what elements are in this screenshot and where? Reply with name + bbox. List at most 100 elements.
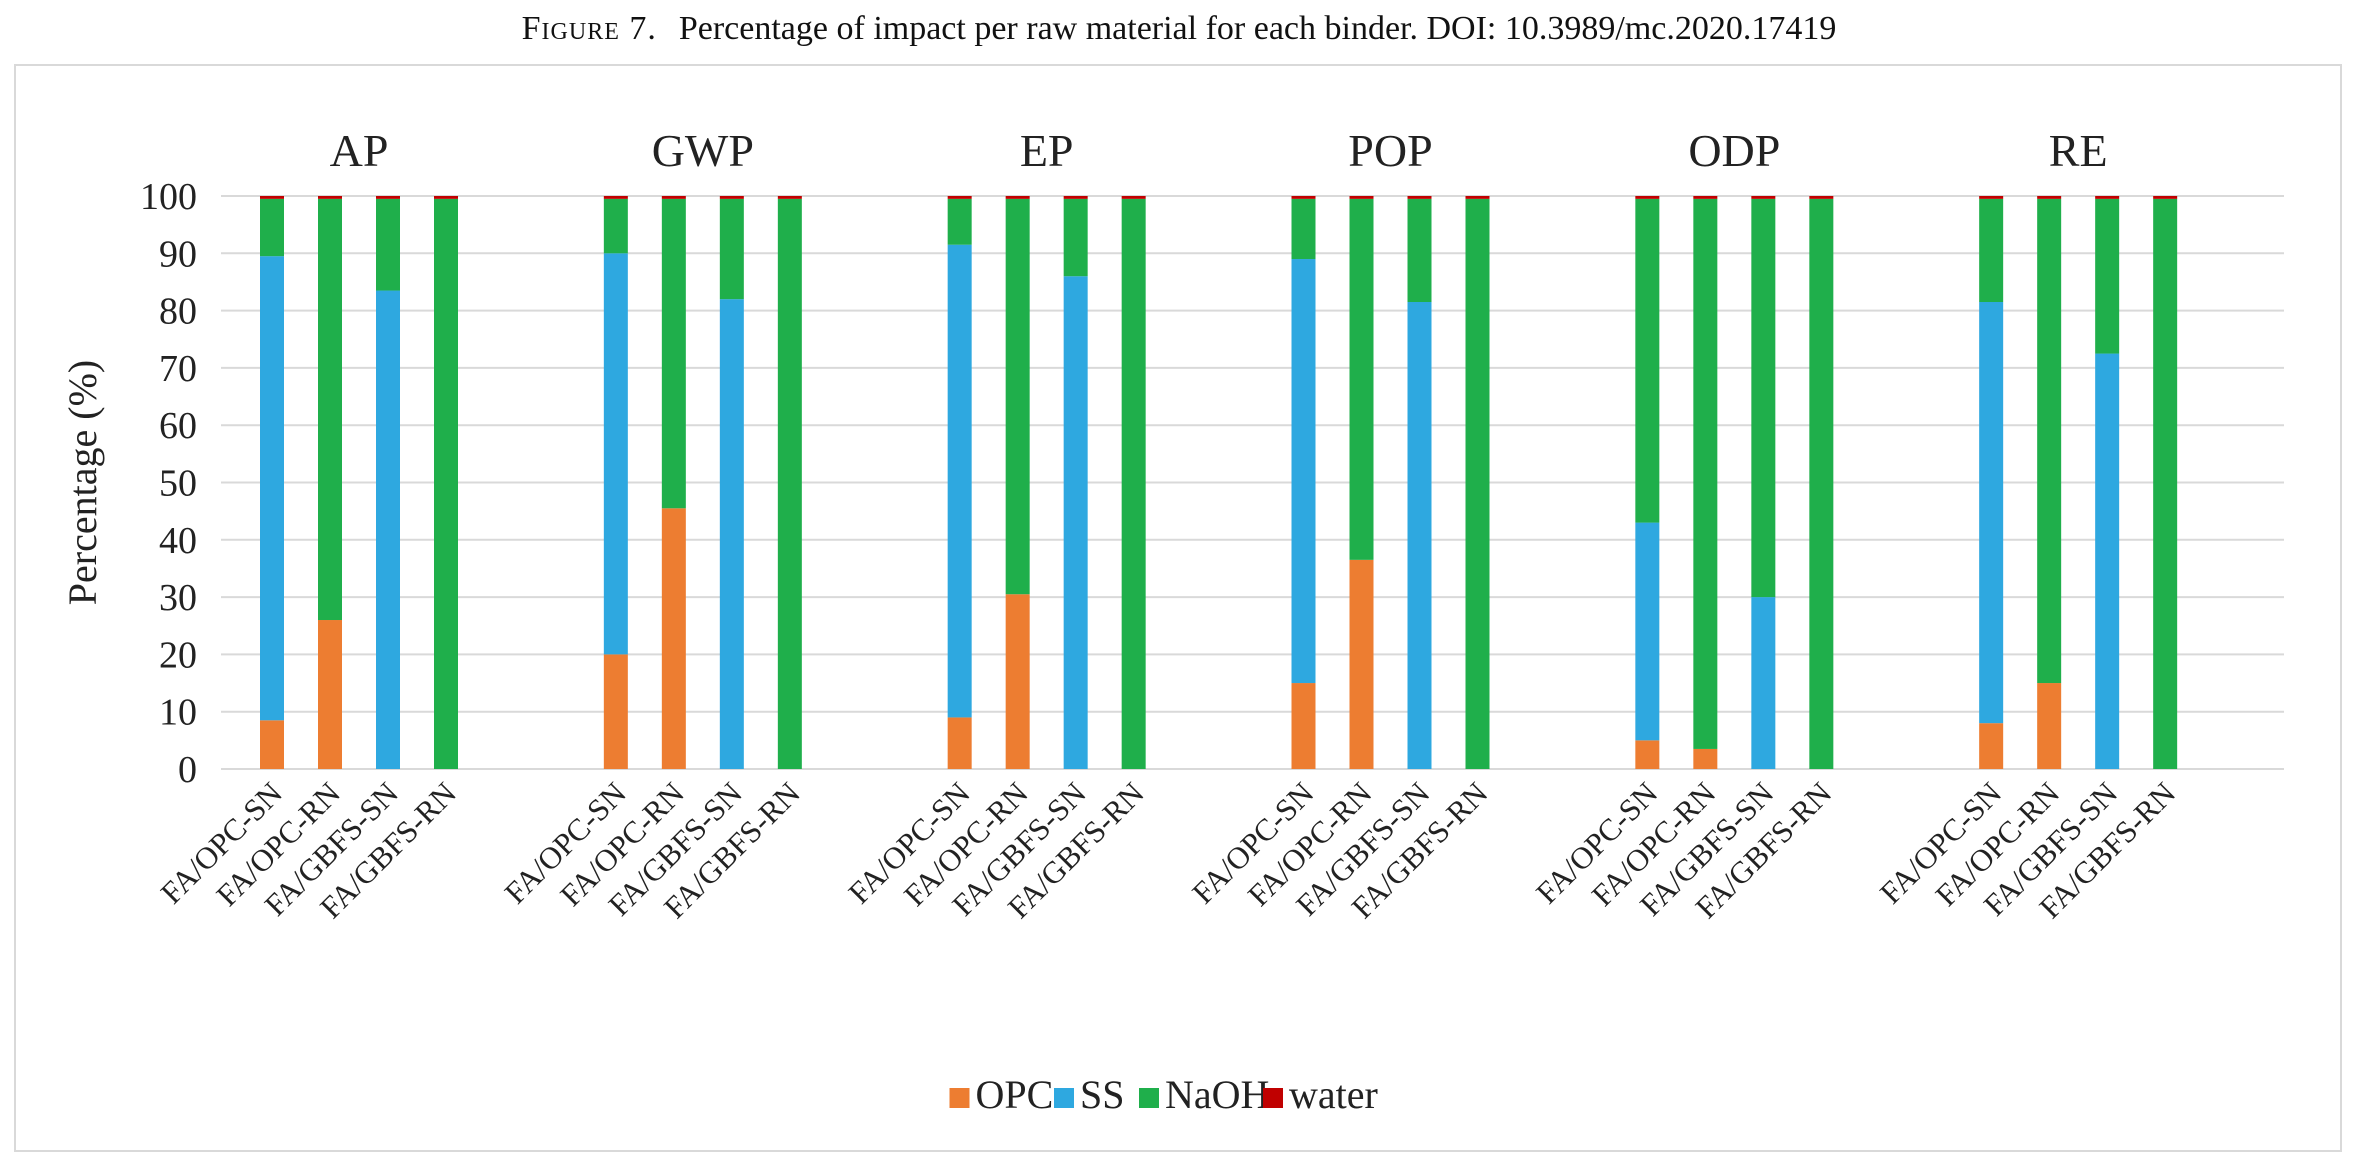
bar-re-fa-opc-rn-water [2037,196,2062,199]
y-tick-label: 40 [159,520,197,562]
y-tick-label: 10 [159,692,197,734]
bar-ap-fa-gbfs-sn-naoh [376,198,400,291]
legend-label-water: water [1289,1072,1378,1117]
group-label-gwp: GWP [652,125,754,176]
bar-re-fa-gbfs-rn-naoh [2153,198,2178,770]
bar-ap-fa-gbfs-sn-ss [376,290,400,769]
bar-odp-fa-opc-rn-naoh [1693,198,1718,749]
figure-caption: Figure 7. Percentage of impact per raw ma… [0,4,2358,54]
bar-re-fa-opc-sn-ss [1979,302,2004,724]
bar-gwp-fa-opc-sn-naoh [603,198,628,254]
bar-pop-fa-gbfs-sn-ss [1407,302,1432,769]
bar-gwp-fa-opc-rn-naoh [661,198,686,509]
bar-gwp-fa-opc-sn-opc [603,654,628,769]
y-tick-label: 30 [159,577,197,619]
bar-ap-fa-opc-rn-naoh [318,198,342,621]
bar-odp-fa-gbfs-sn-water [1751,196,1776,199]
legend-swatch-opc [949,1088,970,1108]
bar-re-fa-gbfs-sn-ss [2095,353,2120,769]
bar-gwp-fa-opc-sn-water [603,196,628,199]
bar-ep-fa-opc-rn-naoh [1005,198,1030,595]
bar-odp-fa-gbfs-rn-water [1809,196,1834,199]
bar-gwp-fa-gbfs-rn-water [777,196,802,199]
bar-ep-fa-gbfs-sn-naoh [1063,198,1088,277]
y-tick-label: 70 [159,348,197,390]
bar-pop-fa-opc-sn-ss [1291,259,1316,684]
bar-ep-fa-opc-rn-opc [1005,594,1030,769]
y-axis-label: Percentage (%) [60,360,105,605]
bar-re-fa-opc-sn-opc [1979,723,2004,769]
y-tick-label: 90 [159,233,197,275]
y-tick-label: 100 [140,176,197,218]
legend-swatch-naoh [1139,1088,1159,1108]
bar-ap-fa-opc-rn-water [318,196,342,199]
bar-re-fa-gbfs-sn-water [2095,196,2120,199]
figure-label: Figure 7. [521,10,657,47]
gridlines [221,195,2284,770]
figure-caption-text: Percentage of impact per raw material fo… [678,10,1837,47]
bar-pop-fa-opc-rn-opc [1349,559,1374,769]
bar-odp-fa-opc-sn-opc [1635,740,1660,769]
bar-ep-fa-gbfs-rn-water [1121,196,1146,199]
bar-ap-fa-gbfs-rn-naoh [434,198,458,770]
bar-ap-fa-opc-sn-opc [260,720,284,769]
chart-frame: 0 10 20 30 40 50 60 70 80 90 100 Percentage (%) AP FA… [14,64,2342,1152]
bar-ep-fa-opc-sn-ss [947,244,972,718]
bar-gwp-fa-gbfs-sn-naoh [719,198,744,300]
bar-ep-fa-opc-sn-naoh [947,198,972,245]
legend-label-ss: SS [1080,1072,1125,1117]
bar-odp-fa-opc-rn-water [1693,196,1718,199]
bar-gwp-fa-opc-rn-opc [661,508,686,769]
bar-re-fa-opc-sn-water [1979,196,2004,199]
bar-odp-fa-opc-rn-opc [1693,748,1718,769]
bar-gwp-fa-gbfs-sn-ss [719,299,744,769]
bar-pop-fa-opc-rn-naoh [1349,198,1374,560]
bar-ap-fa-opc-sn-naoh [260,198,284,257]
bar-re-fa-opc-rn-naoh [2037,198,2062,684]
bar-ap-fa-gbfs-rn-water [434,196,458,199]
bar-gwp-fa-opc-rn-water [661,196,686,199]
bar-pop-fa-gbfs-sn-water [1407,196,1432,199]
group-label-odp: ODP [1688,125,1780,176]
legend-swatch-ss [1054,1088,1074,1108]
bar-ep-fa-gbfs-sn-water [1063,196,1088,199]
legend-label-opc: OPC [976,1072,1054,1117]
bar-odp-fa-opc-sn-water [1635,196,1660,199]
bar-odp-fa-opc-sn-naoh [1635,198,1660,523]
y-tick-label: 50 [159,463,197,505]
bar-ep-fa-gbfs-rn-naoh [1121,198,1146,770]
bar-pop-fa-gbfs-sn-naoh [1407,198,1432,303]
bar-odp-fa-gbfs-sn-ss [1751,597,1776,769]
bar-ep-fa-opc-sn-water [947,196,972,199]
bar-gwp-fa-opc-sn-ss [603,253,628,655]
bar-ap-fa-gbfs-sn-water [376,196,400,199]
bar-pop-fa-opc-sn-naoh [1291,198,1316,260]
legend-label-naoh: NaOH [1165,1072,1269,1117]
group-label-ap: AP [330,125,389,176]
bar-ap-fa-opc-sn-water [260,196,284,199]
bar-re-fa-opc-rn-opc [2037,683,2062,769]
y-tick-label: 20 [159,634,197,676]
bar-odp-fa-opc-sn-ss [1635,522,1660,741]
bar-odp-fa-gbfs-sn-naoh [1751,198,1776,598]
group-label-re: RE [2049,125,2108,176]
bar-ep-fa-opc-rn-water [1005,196,1030,199]
bar-gwp-fa-gbfs-rn-naoh [777,198,802,770]
bar-ap-fa-opc-sn-ss [260,256,284,721]
bar-gwp-fa-gbfs-sn-water [719,196,744,199]
legend: OPC SS NaOH water [949,1072,1378,1117]
legend-swatch-water [1263,1088,1283,1108]
bar-ep-fa-opc-sn-opc [947,717,972,769]
bar-pop-fa-gbfs-rn-water [1465,196,1490,199]
y-tick-label: 0 [178,749,197,791]
bar-pop-fa-gbfs-rn-naoh [1465,198,1490,770]
group-label-ep: EP [1020,125,1074,176]
y-tick-label: 80 [159,291,197,333]
bar-re-fa-opc-sn-naoh [1979,198,2004,303]
bar-re-fa-gbfs-sn-naoh [2095,198,2120,354]
group-label-pop: POP [1348,125,1432,176]
bar-odp-fa-gbfs-rn-naoh [1809,198,1834,770]
bar-pop-fa-opc-sn-opc [1291,683,1316,769]
bar-re-fa-gbfs-rn-water [2153,196,2178,199]
